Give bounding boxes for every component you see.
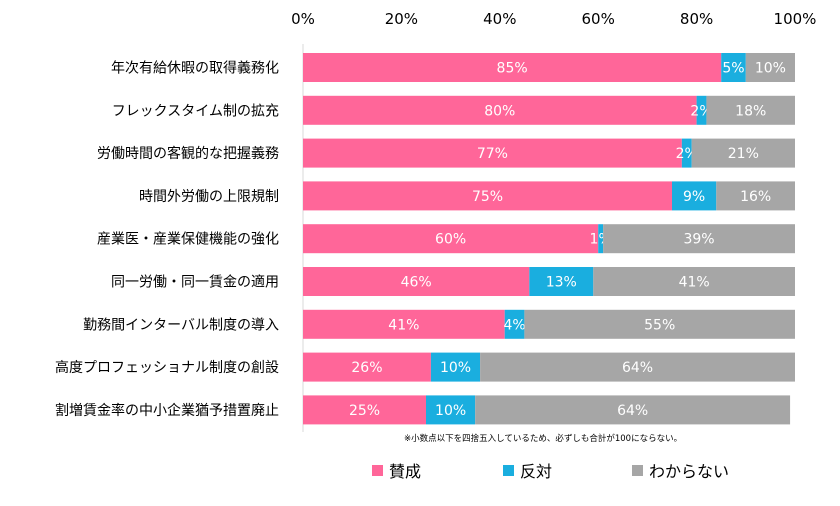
data-label-unknown: 16%	[740, 189, 771, 205]
bar-segment-unknown	[593, 267, 795, 296]
x-tick-label: 80%	[680, 10, 713, 28]
bar-segment-unknown	[745, 53, 795, 82]
data-label-oppose: 13%	[546, 275, 577, 291]
legend: 賛成 反対 わからない	[0, 458, 840, 488]
data-label-unknown: 41%	[679, 275, 710, 291]
bar-segment-agree	[303, 181, 672, 211]
bar-segment-agree	[303, 224, 599, 254]
legend-label-agree: 賛成	[389, 462, 422, 481]
legend-swatch-oppose	[503, 464, 514, 476]
bar-segment-unknown	[716, 181, 795, 211]
category-label: 勤務間インターバル制度の導入	[83, 317, 279, 333]
data-label-agree: 60%	[435, 232, 466, 248]
data-label-agree: 25%	[349, 403, 380, 419]
data-label-oppose: 10%	[435, 403, 466, 419]
data-label-agree: 41%	[388, 317, 419, 333]
x-tick-label: 0%	[291, 10, 315, 28]
category-label: 労働時間の客観的な把握義務	[97, 145, 279, 162]
bar-segment-agree	[303, 267, 530, 296]
data-label-unknown: 18%	[735, 103, 766, 119]
x-tick-label: 20%	[385, 10, 418, 28]
bar-segment-oppose	[721, 53, 746, 82]
category-label: 年次有給休暇の取得義務化	[111, 60, 279, 77]
data-label-unknown: 64%	[622, 360, 653, 376]
bar-segment-unknown	[475, 395, 791, 425]
data-label-oppose: 9%	[683, 189, 705, 205]
x-tick-label: 60%	[582, 10, 615, 28]
bar-segment-unknown	[706, 95, 795, 125]
data-label-oppose: 5%	[722, 61, 744, 77]
data-label-oppose: 10%	[440, 360, 471, 376]
bar-segment-agree	[303, 395, 426, 425]
bar-segment-unknown	[480, 352, 795, 382]
legend-label-unknown: わからない	[649, 462, 730, 481]
bar-segment-unknown	[691, 138, 795, 168]
data-label-unknown: 55%	[644, 317, 675, 333]
bar-segment-oppose	[672, 181, 717, 211]
category-label: 産業医・産業保健機能の強化	[97, 232, 279, 248]
category-label: 時間外労働の上限規制	[139, 189, 279, 205]
data-label-agree: 75%	[472, 189, 503, 205]
bar-segment-unknown	[603, 224, 795, 254]
legend-item-agree: 賛成	[372, 458, 421, 482]
data-label-unknown: 64%	[617, 403, 648, 419]
x-tick-label: 40%	[483, 10, 516, 28]
legend-label-oppose: 反対	[520, 462, 553, 481]
legend-swatch-unknown	[632, 464, 643, 476]
data-label-agree: 26%	[351, 360, 382, 376]
bar-segment-agree	[303, 309, 505, 339]
category-label: フレックスタイム制の拡充	[112, 103, 279, 119]
category-label: 割増賃金率の中小企業猶予措置廃止	[55, 402, 279, 419]
rounding-note: ※小数点以下を四捨五入しているため、必ずしも合計が100にならない。	[404, 434, 683, 444]
legend-item-unknown: わからない	[632, 458, 729, 482]
bar-segment-oppose	[529, 267, 594, 296]
data-label-oppose: 4%	[503, 317, 525, 333]
bar-segment-oppose	[430, 352, 481, 382]
legend-swatch-agree	[372, 464, 383, 476]
data-label-unknown: 39%	[683, 232, 714, 248]
bar-segment-agree	[303, 53, 722, 82]
bar-segment-oppose	[681, 138, 692, 168]
data-label-agree: 77%	[477, 146, 508, 162]
bar-segment-oppose	[598, 224, 604, 254]
data-label-agree: 46%	[401, 275, 432, 291]
x-tick-label: 100%	[774, 10, 817, 28]
bar-segment-unknown	[524, 309, 795, 339]
data-label-unknown: 21%	[728, 146, 759, 162]
data-label-agree: 85%	[497, 61, 528, 77]
bar-segment-agree	[303, 95, 697, 125]
category-label: 同一労働・同一賃金の適用	[111, 274, 279, 291]
bar-segment-oppose	[426, 395, 476, 425]
legend-item-oppose: 反対	[503, 458, 552, 482]
bar-segment-oppose	[696, 95, 707, 125]
category-label: 高度プロフェッショナル制度の創設	[55, 359, 279, 376]
bar-segment-agree	[303, 352, 431, 382]
bar-segment-agree	[303, 138, 682, 168]
data-label-agree: 80%	[484, 103, 515, 119]
data-label-unknown: 10%	[755, 61, 786, 77]
bar-segment-oppose	[504, 309, 525, 339]
